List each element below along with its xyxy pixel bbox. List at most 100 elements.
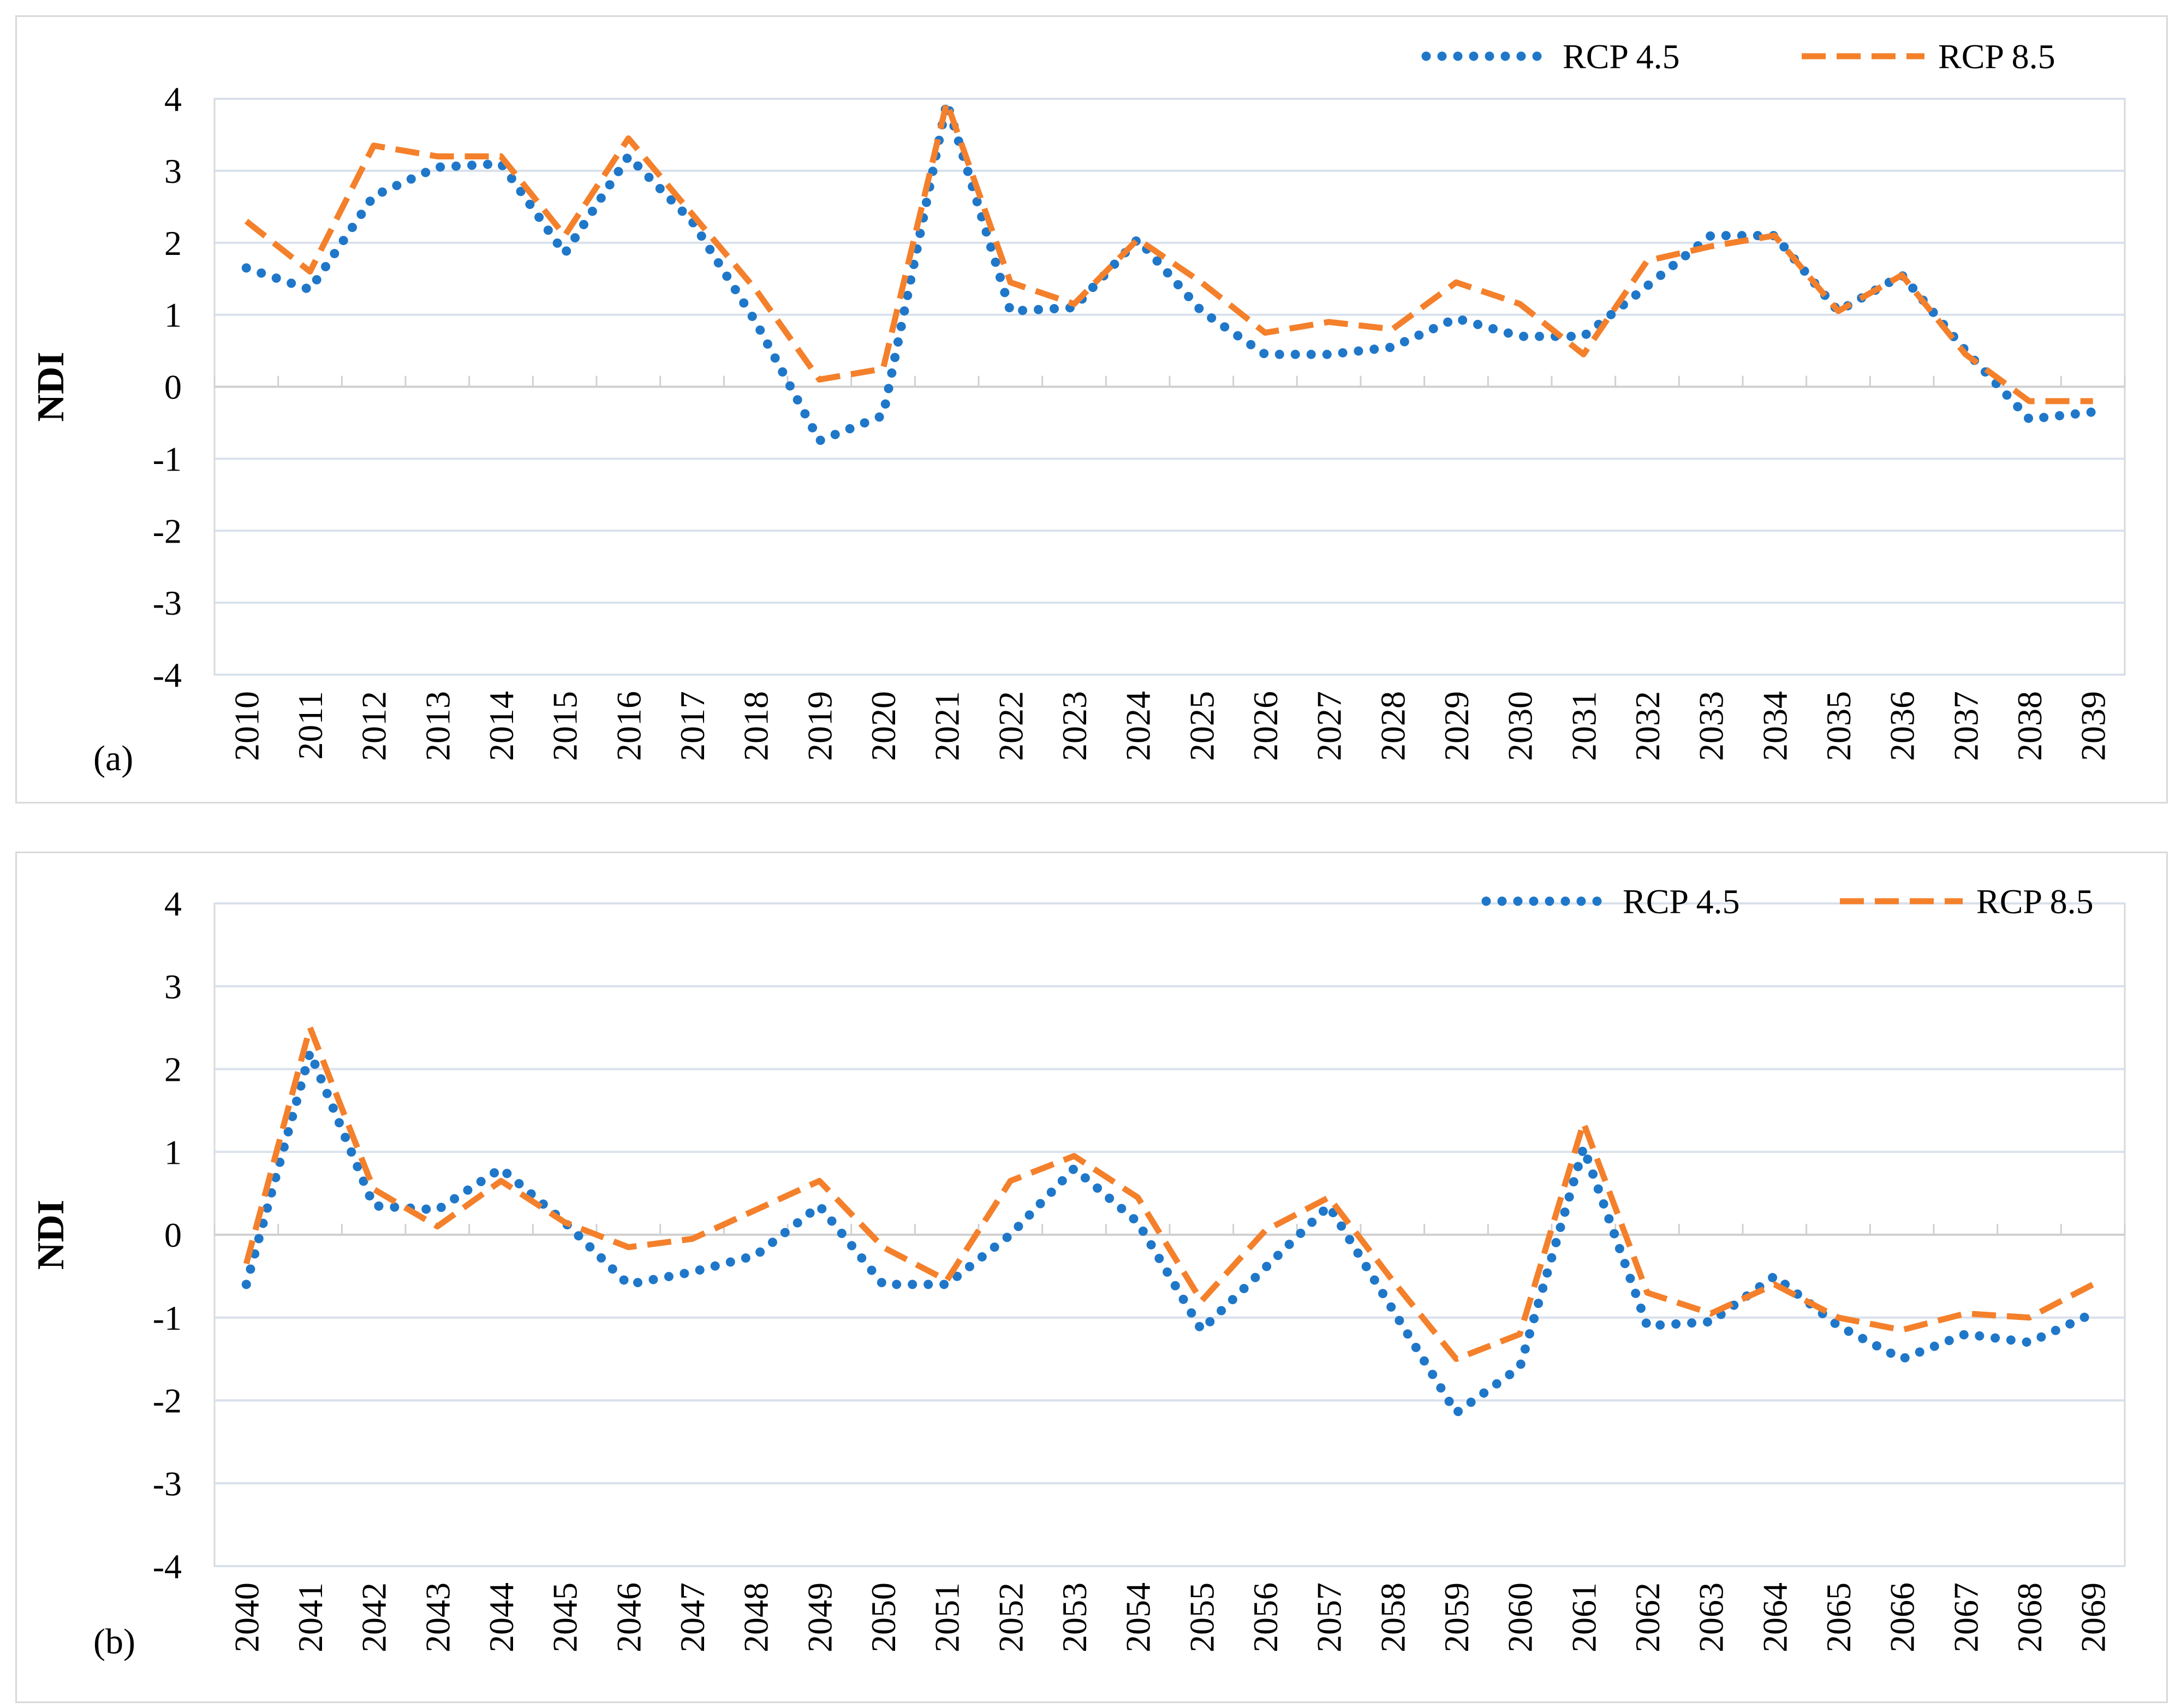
chart-a-x-tick-label: 2013 [418,691,457,761]
chart-b-x-tick-label: 2041 [291,1582,330,1652]
chart-a-x-tick-label: 2023 [1055,691,1094,761]
chart-b-x-tick-label: 2060 [1501,1582,1540,1652]
chart-b-x-tick-label: 2058 [1373,1582,1412,1652]
chart-b-legend-label-rcp85: RCP 8.5 [1976,882,2094,921]
chart-a-x-tick-label: 2032 [1628,691,1667,761]
chart-a-x-tick-label: 2018 [737,691,776,761]
chart-a-x-tick-label: 2025 [1182,691,1221,761]
chart-b-x-tick-label: 2053 [1055,1582,1094,1652]
chart-a-y-tick-label: -4 [153,656,182,694]
chart-a-x-tick-label: 2037 [1946,691,1985,761]
chart-b-series-rcp85-point [1965,1313,1966,1314]
chart-b-series-rcp85-point [1902,1330,1903,1331]
chart-a-series-rcp45-point [755,322,756,323]
chart-a-x-tick-label: 2022 [991,691,1030,761]
chart-a-y-tick-label: -1 [153,439,182,478]
chart-a-x-tick-label: 2010 [227,691,266,761]
chart-a-y-axis-title: NDI [30,352,72,421]
chart-b-series-rcp45-point [373,1205,374,1206]
chart-b-x-tick-label: 2042 [355,1582,394,1652]
chart-a-x-tick-label: 2017 [673,691,712,761]
chart-a-y-tick-label: 3 [164,152,182,191]
chart-b-x-tick-label: 2047 [673,1582,712,1652]
chart-b-series-rcp45-point [692,1271,693,1272]
chart-a-x-tick-label: 2033 [1692,691,1731,761]
chart-a-x-tick-label: 2036 [1883,691,1922,761]
chart-panel-a: 4 3 2 1 0 -1 -2 -3 -4 2010 2011 2012 2013 2014 2015 201… [15,15,2168,804]
chart-b-y-tick-label: -2 [153,1382,182,1420]
chart-b-x-tick-label: 2061 [1564,1582,1603,1652]
chart-b-series-rcp85-point [1328,1197,1330,1198]
chart-b-x-tick-label: 2063 [1692,1582,1731,1652]
chart-a-series-rcp45-line [241,98,2098,445]
chart-b-x-tick-label: 2044 [482,1582,521,1652]
chart-a-x-tick-label: 2019 [800,691,839,761]
chart-b-x-tick-label: 2055 [1182,1582,1221,1652]
chart-a-y-tick-label: -3 [153,584,182,622]
chart-a-x-tick-label: 2014 [482,691,521,761]
chart-b-svg: 4 3 2 1 0 -1 -2 -3 -4 2040 2041 2042 2043 2044 2045 204… [30,882,2126,1662]
chart-b-y-tick-label: 3 [164,967,182,1006]
chart-a-x-tick-label: 2038 [2010,691,2049,761]
chart-b-series-rcp85-point [1583,1122,1584,1123]
chart-a-x-tick-label: 2015 [546,691,585,761]
chart-b-x-tick-label: 2067 [1946,1582,1985,1652]
chart-a-y-tick-label: 0 [164,368,182,407]
chart-b-y-axis-title: NDI [30,1200,72,1270]
chart-a-y-tick-label: 4 [164,80,182,118]
chart-b-x-tick-label: 2050 [864,1582,903,1652]
chart-a-x-tick-label: 2030 [1501,691,1540,761]
chart-b-series-rcp85-point [1201,1300,1202,1301]
chart-b-x-tick-label: 2045 [546,1582,585,1652]
chart-a-x-tick-label: 2012 [355,691,394,761]
chart-b-x-tick-label: 2066 [1883,1582,1922,1652]
chart-a-series-rcp85-point [1392,329,1393,330]
chart-b-x-tick-label: 2064 [1755,1582,1794,1652]
chart-panel-b: 4 3 2 1 0 -1 -2 -3 -4 2040 2041 2042 2043 2044 2045 204… [15,852,2168,1703]
chart-b-panel-label: (b) [93,1622,135,1662]
chart-b-x-tick-label: 2046 [609,1582,648,1652]
chart-b-x-tick-label: 2054 [1119,1582,1158,1652]
chart-a-series-rcp85-point [1201,282,1202,283]
chart-b-series-rcp45-point [628,1284,629,1285]
chart-b-y-tick-label: -4 [153,1547,182,1586]
chart-b-series-rcp85-point [1392,1279,1393,1281]
chart-a-x-tick-label: 2021 [928,691,967,761]
chart-a-x-tick-label: 2028 [1373,691,1412,761]
chart-a-series-rcp85-point [1647,260,1648,261]
chart-a-legend-label-rcp85: RCP 8.5 [1938,37,2055,76]
chart-b-series-rcp45-point [2093,1313,2094,1314]
chart-b-y-tick-label: -1 [153,1299,182,1337]
chart-a-series-rcp85-point [883,368,884,370]
chart-a-y-tick-label: -2 [153,511,182,550]
chart-a-y-tick-label: 2 [164,224,182,263]
chart-a-x-tick-label: 2024 [1119,691,1158,761]
chart-a-x-tick-label: 2016 [609,691,648,761]
chart-b-x-tick-label: 2040 [227,1582,266,1652]
chart-a-y-tick-label: 1 [164,296,182,335]
chart-a-series-rcp85-point [946,102,948,103]
chart-a-x-tick-label: 2011 [291,691,330,760]
chart-a-series-rcp45-point [1456,318,1457,319]
chart-b-x-tick-label: 2043 [418,1582,457,1652]
chart-b-series-rcp45-point [500,1168,502,1169]
chart-b-series-rcp85-point [373,1189,374,1190]
chart-b-x-tick-label: 2052 [991,1582,1030,1652]
chart-a-legend-label-rcp45: RCP 4.5 [1563,37,1680,76]
chart-a-series-rcp45-point [373,195,374,197]
chart-b-y-tick-label: 0 [164,1216,182,1254]
chart-b-x-tick-label: 2059 [1437,1582,1476,1652]
chart-b-series-rcp45-point [1137,1222,1139,1223]
chart-a-x-tick-label: 2020 [864,691,903,761]
chart-a-x-tick-label: 2027 [1310,691,1349,761]
chart-b-y-tick-label: -3 [153,1464,182,1503]
chart-a-x-tick-label: 2031 [1564,691,1603,761]
chart-b-x-tick-label: 2068 [2010,1582,2049,1652]
chart-b-x-tick-label: 2051 [928,1582,967,1652]
chart-b-series-rcp45-point [1328,1205,1330,1206]
chart-a-series-rcp45-point [946,102,948,103]
chart-b-legend-label-rcp45: RCP 4.5 [1623,882,1740,921]
chart-b-series-rcp45-point [755,1255,756,1256]
chart-b-x-tick-label: 2056 [1246,1582,1285,1652]
chart-b-x-tick-label: 2065 [1819,1582,1858,1652]
